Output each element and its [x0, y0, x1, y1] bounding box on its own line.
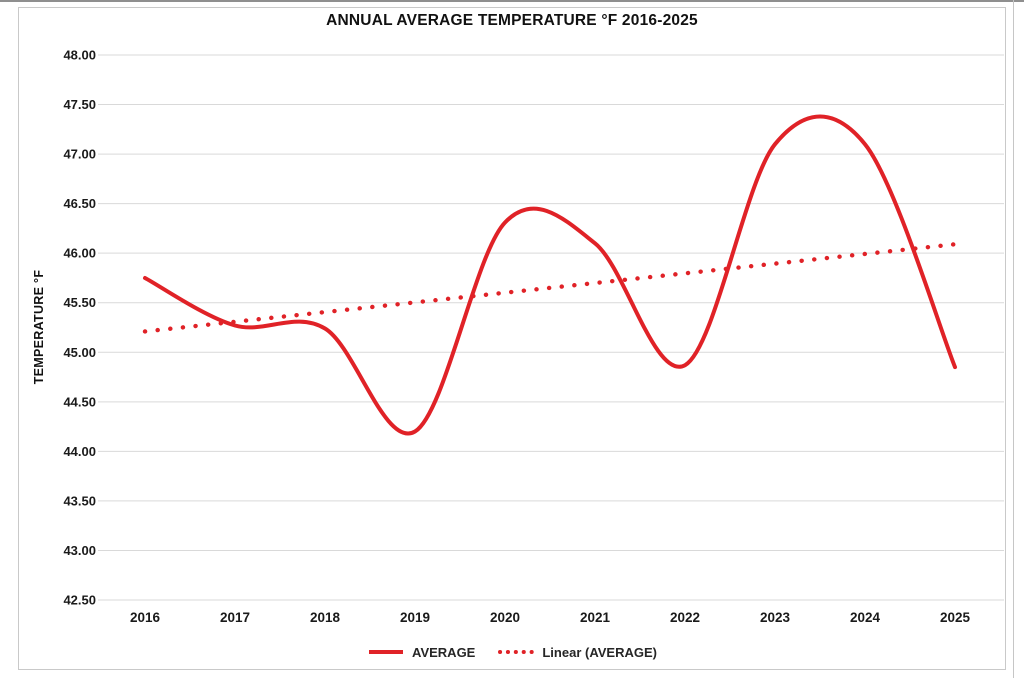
chart-frame	[18, 7, 1006, 670]
y-tick-label: 43.50	[63, 493, 96, 508]
y-tick-label: 45.50	[63, 295, 96, 310]
y-tick-label: 46.00	[63, 246, 96, 261]
y-tick-label: 47.00	[63, 147, 96, 162]
y-tick-label: 45.00	[63, 345, 96, 360]
window-right-edge	[1013, 0, 1014, 678]
legend-item-average: AVERAGE	[367, 645, 475, 660]
x-tick-label: 2020	[490, 610, 520, 625]
solid-line-swatch-icon	[369, 650, 404, 654]
x-tick-label: 2023	[760, 610, 791, 625]
legend: AVERAGE Linear (AVERAGE)	[0, 638, 1024, 666]
x-tick-label: 2019	[400, 610, 430, 625]
x-tick-label: 2021	[580, 610, 611, 625]
legend-label-linear: Linear (AVERAGE)	[542, 644, 657, 660]
trend-line	[142, 242, 958, 334]
y-tick-label: 47.50	[63, 97, 96, 112]
average-series-line	[143, 114, 957, 436]
dotted-line-swatch-icon	[498, 650, 536, 654]
y-tick-label: 43.00	[63, 543, 96, 558]
y-tick-label: 46.50	[63, 196, 96, 211]
x-tick-label: 2024	[850, 610, 881, 625]
y-tick-label: 48.00	[63, 48, 96, 63]
y-tick-label: 44.50	[63, 394, 96, 409]
x-tick-label: 2016	[130, 610, 161, 625]
chart-title: ANNUAL AVERAGE TEMPERATURE °F 2016-2025	[326, 12, 698, 29]
legend-label-average: AVERAGE	[412, 644, 476, 660]
x-tick-label: 2022	[670, 610, 700, 625]
y-tick-label: 42.50	[63, 593, 96, 608]
x-tick-label: 2025	[940, 610, 971, 625]
window-top-edge	[0, 0, 1024, 2]
legend-item-linear: Linear (AVERAGE)	[497, 645, 657, 660]
y-tick-label: 44.00	[63, 444, 96, 459]
x-tick-label: 2018	[310, 610, 341, 625]
x-tick-label: 2017	[220, 610, 250, 625]
